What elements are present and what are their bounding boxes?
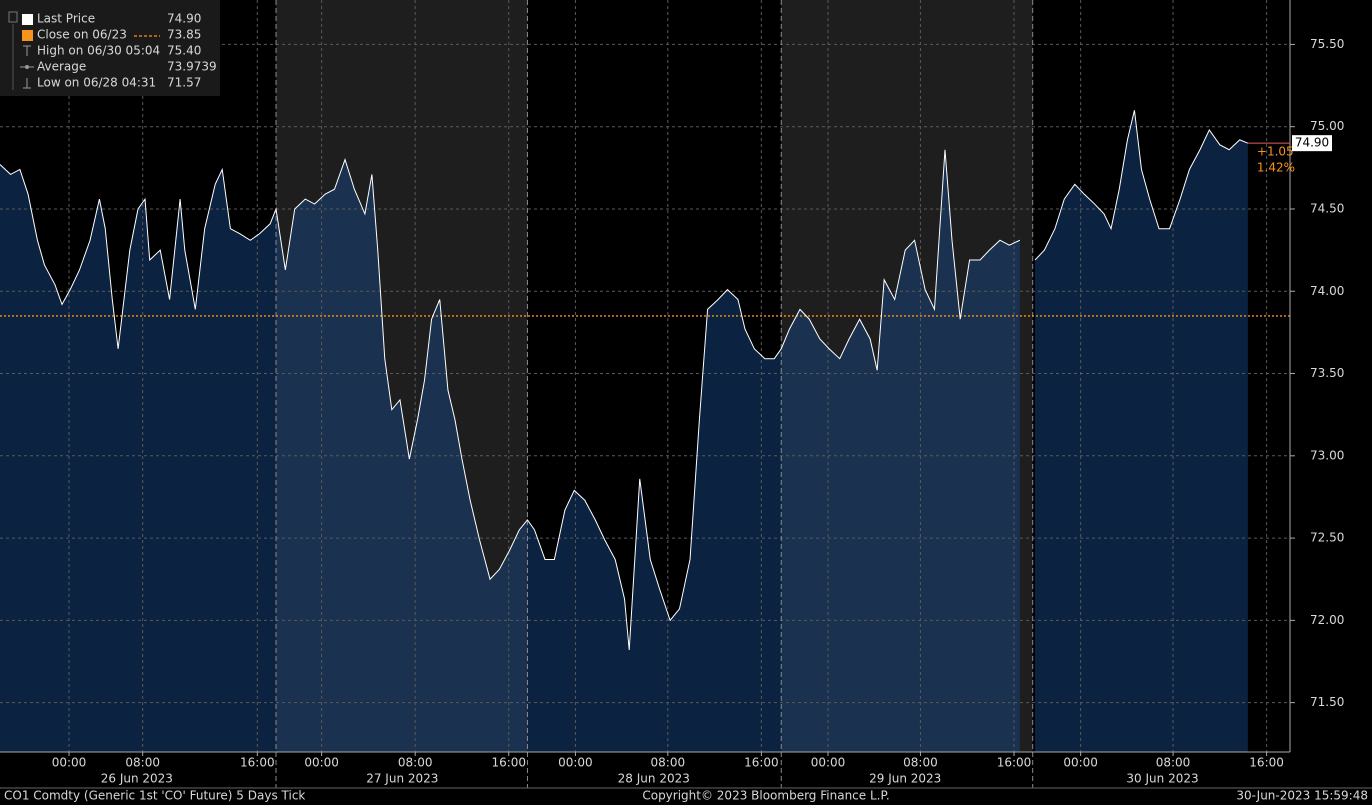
last-price-tag <box>1292 135 1332 152</box>
legend-icon <box>23 45 31 56</box>
legend-swatch <box>22 30 33 41</box>
lines <box>0 110 1290 651</box>
day-label: 30 Jun 2023 <box>1126 772 1198 786</box>
x-tick-label: 00:00 <box>811 756 846 770</box>
price-line <box>0 110 1249 651</box>
y-tick-label: 72.00 <box>1310 613 1344 627</box>
area <box>1035 110 1248 752</box>
legend: Last Price 74.90 Close on 06/23 73.85 Hi… <box>0 0 220 96</box>
day-label: 27 Jun 2023 <box>366 772 438 786</box>
legend-value: 74.90 <box>167 12 201 26</box>
legend-frame <box>8 11 18 23</box>
grid <box>0 0 1290 788</box>
legend-value: 73.85 <box>167 28 201 42</box>
legend-icon <box>23 78 31 89</box>
footer-left: CO1 Comdty (Generic 1st 'CO' Future) 5 D… <box>4 789 305 803</box>
x-tick-label: 00:00 <box>558 756 593 770</box>
day-label: 28 Jun 2023 <box>618 772 690 786</box>
y-tick-label: 73.00 <box>1310 448 1344 462</box>
area <box>0 149 1020 752</box>
y-tick-label: 75.50 <box>1310 37 1344 51</box>
legend-box <box>0 0 220 96</box>
y-tick-label: 72.50 <box>1310 531 1344 545</box>
x-tick-label: 08:00 <box>651 756 686 770</box>
footer-right: 30-Jun-2023 15:59:48 <box>1236 789 1368 803</box>
legend-label: High on 06/30 05:04 <box>37 44 160 58</box>
footer-center: Copyright© 2023 Bloomberg Finance L.P. <box>642 789 889 803</box>
areas <box>0 110 1248 752</box>
x-tick-label: 08:00 <box>1156 756 1191 770</box>
legend-label: Close on 06/23 <box>37 28 127 42</box>
change-pct: 1.42% <box>1257 161 1295 175</box>
legend-icon <box>25 65 29 69</box>
y-tick-label: 74.00 <box>1310 284 1344 298</box>
day-label: 29 Jun 2023 <box>869 772 941 786</box>
x-tick-label: 00:00 <box>52 756 87 770</box>
x-tick-label: 08:00 <box>398 756 433 770</box>
y-tick-label: 74.50 <box>1310 201 1344 215</box>
x-tick-label: 16:00 <box>997 756 1032 770</box>
x-tick-label: 08:00 <box>903 756 938 770</box>
day-label: 26 Jun 2023 <box>101 772 173 786</box>
legend-swatch <box>22 14 33 25</box>
y-tick-label: 71.50 <box>1310 695 1344 709</box>
x-tick-label: 08:00 <box>125 756 160 770</box>
legend-label: Average <box>37 60 86 74</box>
x-tick-label: 00:00 <box>304 756 339 770</box>
legend-value: 71.57 <box>167 76 201 90</box>
legend-label: Last Price <box>37 12 95 26</box>
legend-value: 73.9739 <box>167 60 217 74</box>
y-tick-label: 73.50 <box>1310 366 1344 380</box>
x-tick-label: 16:00 <box>1249 756 1284 770</box>
x-tick-label: 16:00 <box>240 756 275 770</box>
y-tick-label: 75.00 <box>1310 119 1344 133</box>
legend-value: 75.40 <box>167 44 201 58</box>
legend-label: Low on 06/28 04:31 <box>37 76 156 90</box>
x-tick-label: 16:00 <box>744 756 779 770</box>
last-price-label: 74.90 <box>1295 136 1329 150</box>
x-tick-label: 16:00 <box>491 756 526 770</box>
change: +1.05 <box>1257 145 1294 159</box>
x-tick-label: 00:00 <box>1063 756 1098 770</box>
